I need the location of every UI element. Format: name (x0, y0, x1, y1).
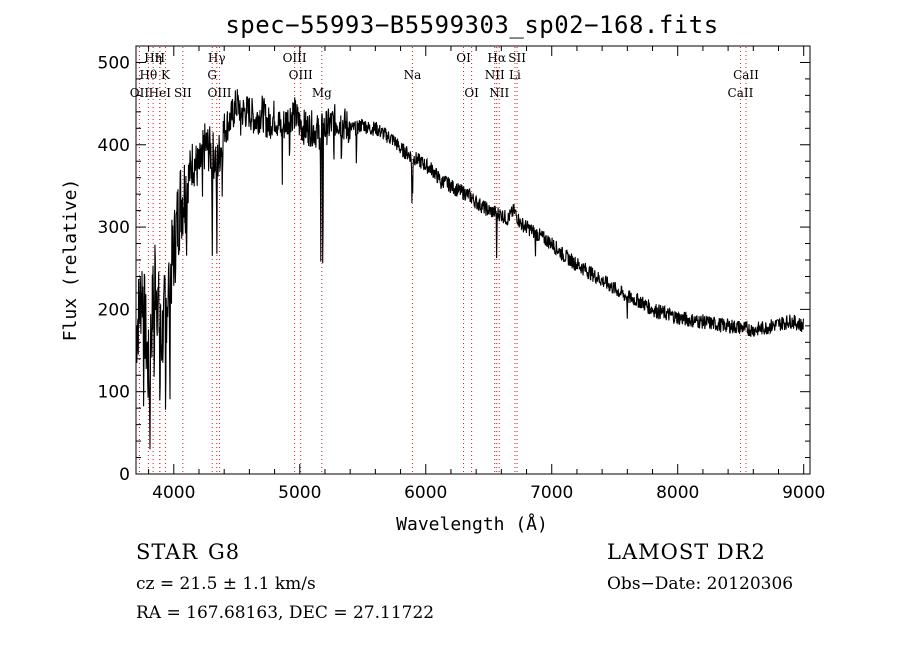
line-label: Hα (487, 51, 506, 65)
line-label: OI (464, 86, 479, 100)
line-label: HeI (149, 86, 172, 100)
x-tick-label: 9000 (782, 483, 825, 503)
x-axis-label: Wavelength (Å) (396, 513, 548, 535)
axis-ticks: 4000 5000 6000 7000 8000 9000 0 100 200 300 400 500 (98, 45, 825, 503)
line-label: NII (489, 86, 509, 100)
x-tick-label: 7000 (530, 483, 573, 503)
line-label: Hη (144, 51, 162, 65)
object-subclass: G8 (208, 540, 241, 564)
line-label: G (207, 68, 217, 82)
x-tick-label: 4000 (152, 483, 195, 503)
line-label: CaII (733, 68, 759, 82)
line-label: H (155, 51, 165, 65)
line-label: K (161, 68, 171, 82)
line-label: OIII (207, 86, 231, 100)
y-tick-label: 0 (119, 465, 130, 485)
coordinates-readout: RA = 167.68163, DEC = 27.11722 (136, 603, 435, 623)
x-tick-label: 8000 (656, 483, 699, 503)
y-tick-label: 500 (98, 53, 130, 73)
y-tick-label: 300 (98, 218, 130, 238)
line-label: NII (485, 68, 505, 82)
y-tick-label: 200 (98, 300, 130, 320)
spectral-line-markers (138, 47, 747, 473)
y-tick-label: 400 (98, 136, 130, 156)
line-label: OI (456, 51, 471, 65)
line-label: Na (404, 68, 422, 82)
y-tick-label: 100 (98, 383, 130, 403)
observation-date: Obs−Date: 20120306 (607, 574, 794, 594)
line-label: Hθ (139, 68, 157, 82)
survey-name: LAMOST DR2 (607, 540, 766, 564)
redshift-readout: cz = 21.5 ± 1.1 km/s (136, 574, 316, 594)
spectrum-line (135, 89, 804, 450)
line-label: SII (508, 51, 526, 65)
line-label: OIII (289, 68, 313, 82)
line-label: Li (509, 68, 521, 82)
object-type: STAR (136, 540, 199, 564)
x-tick-label: 5000 (278, 483, 321, 503)
y-axis-label: Flux (relative) (60, 179, 81, 342)
line-label: SII (174, 86, 192, 100)
line-label: Hγ (208, 51, 226, 65)
line-label: CaII (728, 86, 754, 100)
x-tick-label: 6000 (404, 483, 447, 503)
chart-title: spec−55993−B5599303_sp02−168.fits (225, 11, 718, 39)
spectrum-chart: spec−55993−B5599303_sp02−168.fits OIIHηH… (60, 11, 825, 535)
line-label: OIII (283, 51, 307, 65)
line-label: Mg (312, 86, 332, 100)
line-label: OII (130, 86, 150, 100)
